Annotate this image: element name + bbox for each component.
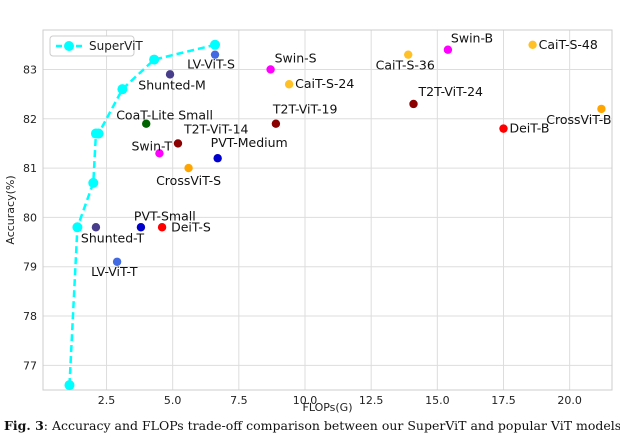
model-label: Swin-B	[451, 31, 493, 46]
x-axis-label: FLOPs(G)	[303, 401, 353, 414]
y-tick-label: 83	[23, 63, 37, 76]
supervit-point	[93, 128, 104, 139]
model-points: LV-ViT-S Shunted-M Swin-S CaiT-S-24 CaiT-S-3…	[81, 31, 611, 279]
model-label: Swin-S	[275, 50, 317, 65]
model-point	[142, 119, 151, 128]
x-tick-label: 10.0	[293, 394, 318, 407]
model-label: T2T-ViT-19	[272, 102, 338, 117]
chart: 2.5 5.0 7.5 10.0 12.5 15.0 17.5 20.0 77 78 79 80 81…	[4, 29, 613, 414]
model-point	[409, 99, 418, 109]
model-label: T2T-ViT-24	[418, 84, 484, 99]
model-label: T2T-ViT-14	[183, 121, 249, 136]
model-label: CaiT-S-24	[295, 76, 354, 91]
model-point	[528, 40, 537, 49]
x-tick-label: 20.0	[557, 394, 582, 407]
model-point	[165, 70, 175, 79]
y-tick-label: 78	[23, 310, 37, 323]
figure-caption: Fig. 3: Accuracy and FLOPs trade-off com…	[4, 418, 620, 433]
supervit-series	[64, 39, 221, 391]
model-label: CaiT-S-48	[539, 37, 598, 52]
supervit-point	[210, 39, 221, 50]
x-tick-label: 7.5	[230, 394, 248, 407]
model-label: PVT-Small	[134, 208, 196, 223]
model-point	[271, 119, 281, 128]
y-tick-labels: 77 78 79 80 81 82 83	[23, 63, 37, 372]
model-label: Shunted-T	[81, 230, 145, 245]
model-label: DeiT-B	[509, 121, 549, 136]
legend: SuperViT	[49, 35, 143, 57]
model-label: Shunted-M	[138, 77, 206, 92]
x-tick-label: 2.5	[98, 394, 116, 407]
supervit-point	[88, 177, 99, 188]
model-point	[112, 257, 122, 266]
model-label: CrossViT-B	[546, 112, 611, 127]
model-label: CaiT-S-36	[376, 58, 435, 73]
supervit-point	[64, 380, 75, 391]
model-label: CoaT-Lite Small	[116, 108, 213, 123]
model-point	[404, 50, 413, 59]
model-label: PVT-Medium	[211, 135, 288, 150]
y-tick-label: 77	[23, 359, 37, 372]
model-label: CrossViT-S	[156, 173, 221, 188]
model-point	[184, 163, 193, 173]
legend-marker	[64, 41, 74, 51]
plot-frame	[42, 29, 613, 391]
figure-caption-label: Fig. 3	[4, 418, 44, 433]
model-label: DeiT-S	[171, 219, 211, 234]
x-tick-label: 5.0	[164, 394, 182, 407]
x-tick-label: 12.5	[359, 394, 384, 407]
model-point	[443, 45, 453, 54]
model-label: Swin-T	[131, 138, 172, 153]
model-point	[136, 223, 146, 232]
supervit-point	[117, 84, 128, 95]
y-tick-label: 80	[23, 211, 37, 224]
model-point	[213, 154, 222, 163]
y-tick-label: 81	[23, 162, 37, 175]
y-tick-label: 82	[23, 113, 37, 126]
x-tick-label: 15.0	[425, 394, 450, 407]
model-point	[210, 50, 220, 59]
y-tick-label: 79	[23, 261, 37, 274]
y-axis-label: Accuracy(%)	[4, 175, 17, 244]
model-point	[266, 65, 275, 74]
model-point	[284, 80, 294, 89]
supervit-point	[149, 54, 160, 65]
legend-label: SuperViT	[89, 39, 143, 53]
legend-box	[49, 35, 135, 57]
x-tick-label: 17.5	[491, 394, 516, 407]
model-point	[499, 124, 508, 133]
model-point	[155, 149, 164, 158]
model-point	[91, 223, 101, 232]
x-tick-labels: 2.5 5.0 7.5 10.0 12.5 15.0 17.5 20.0	[98, 394, 582, 407]
figure-caption-text: : Accuracy and FLOPs trade-off compariso…	[43, 418, 620, 433]
model-label: LV-ViT-T	[91, 264, 138, 279]
model-point	[173, 139, 183, 148]
supervit-point	[72, 222, 83, 233]
model-label: LV-ViT-S	[187, 57, 235, 72]
model-point	[597, 104, 606, 114]
grid	[43, 30, 612, 390]
model-point	[157, 223, 167, 232]
